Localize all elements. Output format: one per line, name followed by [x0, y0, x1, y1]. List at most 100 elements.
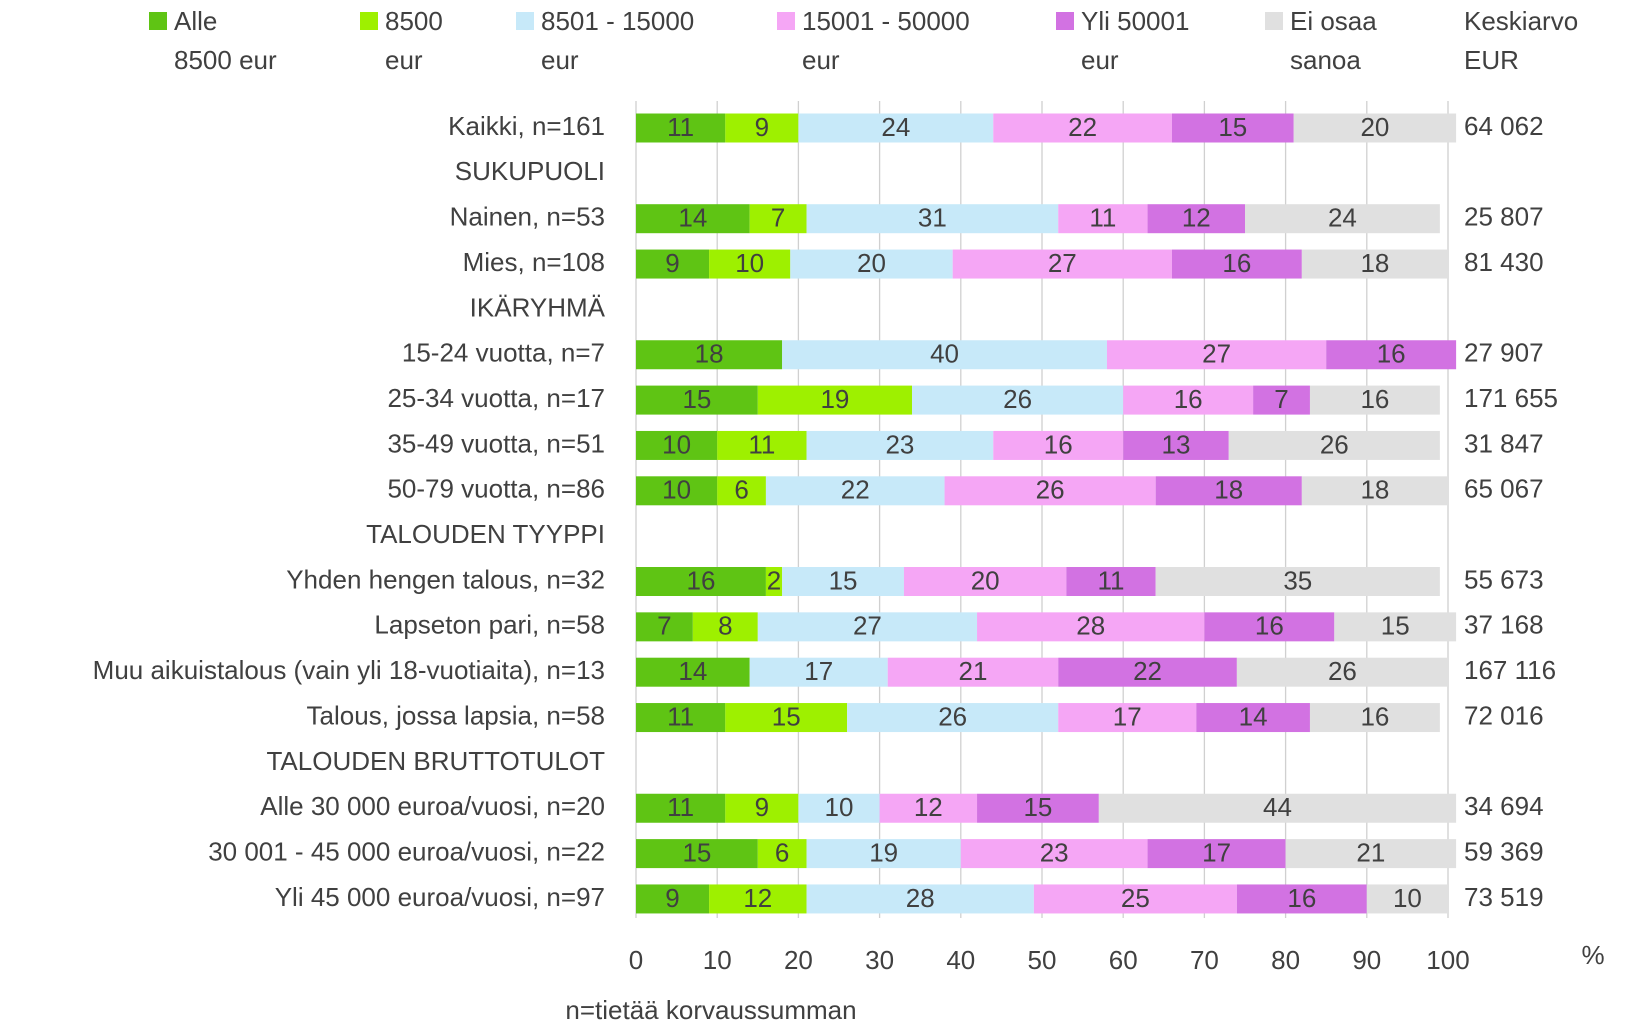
bar-segment: [790, 249, 953, 279]
bar-segment: [952, 249, 1172, 279]
data-label: 8: [718, 611, 732, 641]
bar-segment: [1253, 385, 1310, 415]
bar-segment: [1301, 249, 1448, 279]
x-tick-label: 90: [1352, 945, 1381, 975]
data-label: 27: [1048, 248, 1077, 278]
bar-segment: [960, 839, 1148, 869]
bar-segment: [717, 476, 766, 506]
bar-segment: [1301, 476, 1448, 506]
legend-swatch: [1265, 12, 1283, 30]
data-label: 17: [804, 656, 833, 686]
x-tick-label: 20: [784, 945, 813, 975]
data-label: 35: [1283, 565, 1312, 595]
mean-value: 34 694: [1464, 791, 1544, 821]
data-label: 24: [881, 112, 910, 142]
x-tick-label: 30: [865, 945, 894, 975]
bar-segment: [1171, 113, 1294, 143]
data-label: 6: [775, 837, 789, 867]
x-tick-label: 10: [703, 945, 732, 975]
bar-segment: [1236, 884, 1367, 914]
bar-segment: [798, 113, 994, 143]
data-label: 19: [820, 384, 849, 414]
data-label: 16: [1377, 339, 1406, 369]
bar-segment: [636, 476, 718, 506]
data-label: 14: [1239, 701, 1268, 731]
x-tick-label: 70: [1190, 945, 1219, 975]
data-label: 7: [771, 203, 785, 233]
mean-value: 171 655: [1464, 383, 1558, 413]
bar-segment: [806, 839, 961, 869]
bar-segment: [709, 249, 791, 279]
y-tick-label: Alle 30 000 euroa/vuosi, n=20: [260, 791, 605, 821]
data-label: 20: [857, 248, 886, 278]
data-label: 22: [1068, 112, 1097, 142]
bar-segment: [1058, 657, 1237, 687]
bar-segment: [709, 884, 807, 914]
bar-segment: [717, 430, 807, 460]
y-tick-label: Talous, jossa lapsia, n=58: [307, 700, 605, 730]
y-tick-label: Nainen, n=53: [450, 202, 605, 232]
data-label: 26: [938, 701, 967, 731]
data-label: 16: [1287, 883, 1316, 913]
bar-segment: [1123, 430, 1229, 460]
bar-segment: [1245, 204, 1440, 234]
bar-segment: [806, 204, 1059, 234]
y-tick-label: Lapseton pari, n=58: [374, 610, 605, 640]
data-label: 22: [841, 475, 870, 505]
data-label: 23: [885, 429, 914, 459]
mean-value: 73 519: [1464, 882, 1544, 912]
y-tick-label: 30 001 - 45 000 euroa/vuosi, n=22: [208, 836, 605, 866]
legend-label: 15001 - 50000 eur: [802, 6, 970, 75]
bar-segment: [725, 703, 848, 733]
bar-segment: [636, 385, 758, 415]
mean-value: 25 807: [1464, 202, 1544, 232]
data-label: 31: [918, 203, 947, 233]
mean-value: 27 907: [1464, 338, 1544, 368]
bar-segment: [1147, 839, 1286, 869]
bar-segment: [725, 793, 799, 823]
data-label: 12: [743, 883, 772, 913]
data-label: 16: [1174, 384, 1203, 414]
data-label: 15: [1381, 611, 1410, 641]
data-label: 21: [1356, 837, 1385, 867]
bar-segment: [749, 204, 807, 234]
data-label: 16: [1255, 611, 1284, 641]
y-tick-label: TALOUDEN TYYPPI: [366, 519, 605, 549]
data-label: 25: [1121, 883, 1150, 913]
bar-segment: [782, 567, 904, 596]
bar-segment: [636, 657, 750, 687]
data-label: 44: [1263, 792, 1292, 822]
bar-segment: [636, 839, 758, 869]
x-tick-label: 50: [1028, 945, 1057, 975]
bar-segment: [636, 249, 710, 279]
y-tick-label: TALOUDEN BRUTTOTULOT: [266, 746, 605, 776]
bar-segment: [1147, 204, 1245, 234]
bar-segment: [725, 113, 799, 143]
y-tick-label: Mies, n=108: [463, 247, 605, 277]
x-tick-label: 40: [946, 945, 975, 975]
bar-segment: [1204, 612, 1335, 642]
data-label: 27: [853, 611, 882, 641]
data-label: 12: [1182, 203, 1211, 233]
bar-segment: [806, 430, 994, 460]
bar-segment: [636, 793, 726, 823]
bar-segment: [1366, 884, 1448, 914]
legend-swatch: [777, 12, 795, 30]
data-label: 26: [1036, 475, 1065, 505]
data-label: 9: [665, 248, 679, 278]
data-label: 14: [678, 203, 707, 233]
data-label: 15: [1023, 792, 1052, 822]
bar-segment: [636, 567, 766, 596]
data-label: 26: [1328, 656, 1357, 686]
data-label: 16: [1360, 701, 1389, 731]
bar-segment: [798, 793, 880, 823]
data-label: 10: [825, 792, 854, 822]
mean-header: Keskiarvo EUR: [1464, 6, 1579, 75]
data-label: 11: [748, 429, 775, 459]
bar-segment: [757, 385, 913, 415]
data-label: 11: [1089, 203, 1116, 233]
data-label: 23: [1040, 837, 1069, 867]
bar-segment: [757, 839, 807, 869]
bar-segment: [636, 204, 750, 234]
